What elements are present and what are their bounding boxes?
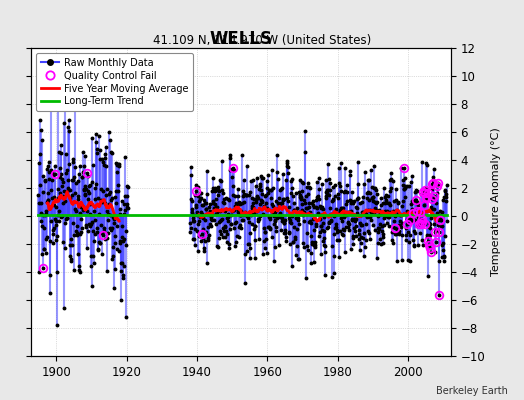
Title: WELLS: WELLS: [210, 30, 272, 48]
Legend: Raw Monthly Data, Quality Control Fail, Five Year Moving Average, Long-Term Tren: Raw Monthly Data, Quality Control Fail, …: [36, 53, 193, 111]
Text: 41.109 N, 114.970 W (United States): 41.109 N, 114.970 W (United States): [153, 34, 371, 47]
Y-axis label: Temperature Anomaly (°C): Temperature Anomaly (°C): [490, 128, 500, 276]
Text: Berkeley Earth: Berkeley Earth: [436, 386, 508, 396]
